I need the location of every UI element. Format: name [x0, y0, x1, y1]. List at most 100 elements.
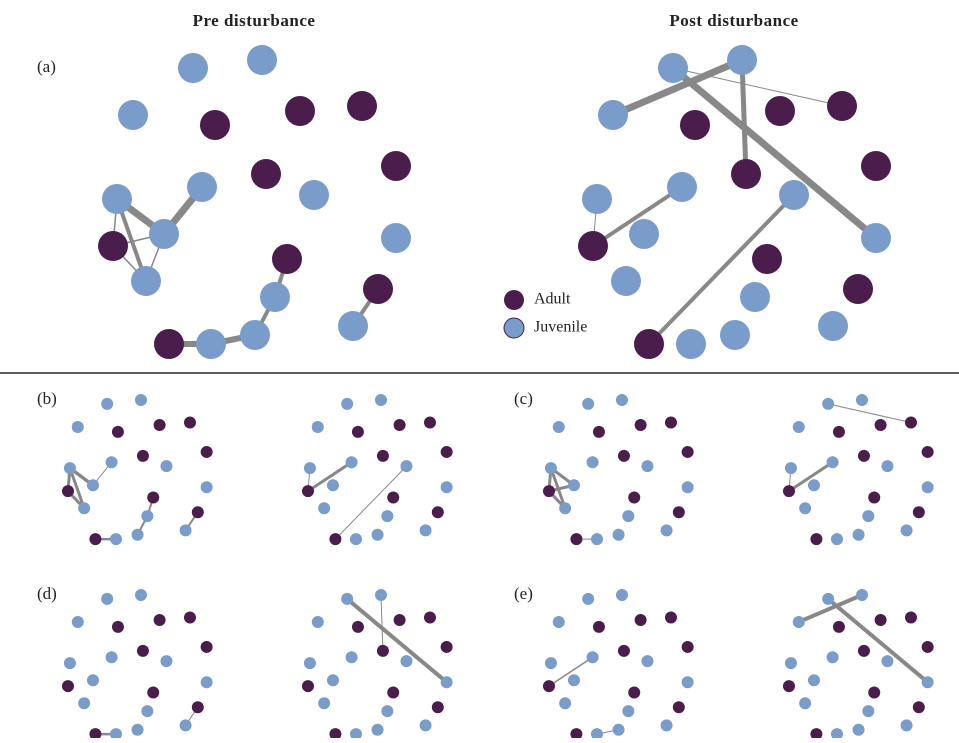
juvenile-node [612, 528, 625, 541]
juvenile-node [440, 481, 453, 494]
adult-node [89, 533, 102, 546]
juvenile-node [582, 592, 595, 605]
juvenile-node [921, 676, 934, 689]
juvenile-node [303, 657, 316, 670]
adult-node [578, 231, 608, 261]
juvenile-node [590, 533, 603, 546]
juvenile-node [63, 657, 76, 670]
juvenile-node [622, 510, 635, 523]
juvenile-node [629, 219, 659, 249]
juvenile-node [740, 282, 770, 312]
juvenile-node [784, 462, 797, 475]
juvenile-node [667, 172, 697, 202]
juvenile-node [311, 420, 324, 433]
juvenile-node [826, 456, 839, 469]
adult-node [782, 485, 795, 498]
adult-node [147, 491, 160, 504]
juvenile-node [179, 524, 192, 537]
adult-node [868, 491, 881, 504]
juvenile-node [299, 180, 329, 210]
juvenile-node [101, 397, 114, 410]
juvenile-node [676, 329, 706, 359]
juvenile-node [784, 657, 797, 670]
juvenile-node [799, 697, 812, 710]
juvenile-node [881, 460, 894, 473]
adult-node [285, 96, 315, 126]
juvenile-node [822, 397, 835, 410]
adult-node [329, 728, 342, 741]
juvenile-node [818, 311, 848, 341]
juvenile-node [71, 615, 84, 628]
juvenile-node [400, 460, 413, 473]
adult-node [111, 425, 124, 438]
adult-node [387, 686, 400, 699]
edge [670, 65, 879, 241]
juvenile-node [160, 655, 173, 668]
juvenile-node [720, 320, 750, 350]
adult-node [347, 91, 377, 121]
adult-node [874, 613, 887, 626]
juvenile-node [400, 655, 413, 668]
edge [826, 597, 929, 684]
adult-node [61, 680, 74, 693]
juvenile-node [105, 651, 118, 664]
adult-node [810, 728, 823, 741]
juvenile-node [611, 266, 641, 296]
juvenile-node [544, 462, 557, 475]
edge [307, 460, 353, 493]
juvenile-node [345, 651, 358, 664]
adult-node [191, 701, 204, 714]
adult-node [765, 96, 795, 126]
juvenile-node [134, 394, 147, 406]
juvenile-node [792, 420, 805, 433]
adult-node [628, 491, 641, 504]
juvenile-node [326, 674, 339, 687]
juvenile-node [586, 651, 599, 664]
juvenile-node [318, 502, 331, 515]
juvenile-node [349, 728, 362, 741]
juvenile-node [349, 533, 362, 546]
juvenile-node [861, 223, 891, 253]
adult-node [381, 151, 411, 181]
adult-node [857, 644, 870, 657]
networks [61, 45, 934, 741]
juvenile-node [341, 592, 354, 605]
panel-label: (c) [514, 389, 533, 408]
edge [647, 193, 796, 346]
adult-node [301, 680, 314, 693]
juvenile-node [141, 510, 154, 523]
edge [68, 467, 86, 509]
juvenile-node [830, 533, 843, 546]
juvenile-node [586, 456, 599, 469]
adult-node [904, 416, 917, 429]
juvenile-node [440, 676, 453, 689]
adult-node [153, 418, 166, 431]
juvenile-node [341, 397, 354, 410]
edge [611, 56, 744, 119]
juvenile-node [187, 172, 217, 202]
edge [345, 597, 448, 684]
juvenile-node [900, 524, 913, 537]
juvenile-node [118, 100, 148, 130]
adult-node [191, 506, 204, 519]
adult-node [592, 620, 605, 633]
adult-node [912, 701, 925, 714]
juvenile-node [660, 524, 673, 537]
juvenile-node [641, 655, 654, 668]
juvenile-node [567, 479, 580, 492]
adult-node [251, 159, 281, 189]
juvenile-node [852, 723, 865, 736]
adult-node [857, 449, 870, 462]
juvenile-node [200, 676, 213, 689]
adult-node [832, 425, 845, 438]
juvenile-node [419, 524, 432, 537]
juvenile-node [862, 510, 875, 523]
adult-node [393, 613, 406, 626]
juvenile-node [318, 697, 331, 710]
adult-node [570, 728, 583, 741]
adult-node [272, 244, 302, 274]
juvenile-node [779, 180, 809, 210]
adult-node [301, 485, 314, 498]
juvenile-node [552, 420, 565, 433]
adult-node [628, 686, 641, 699]
